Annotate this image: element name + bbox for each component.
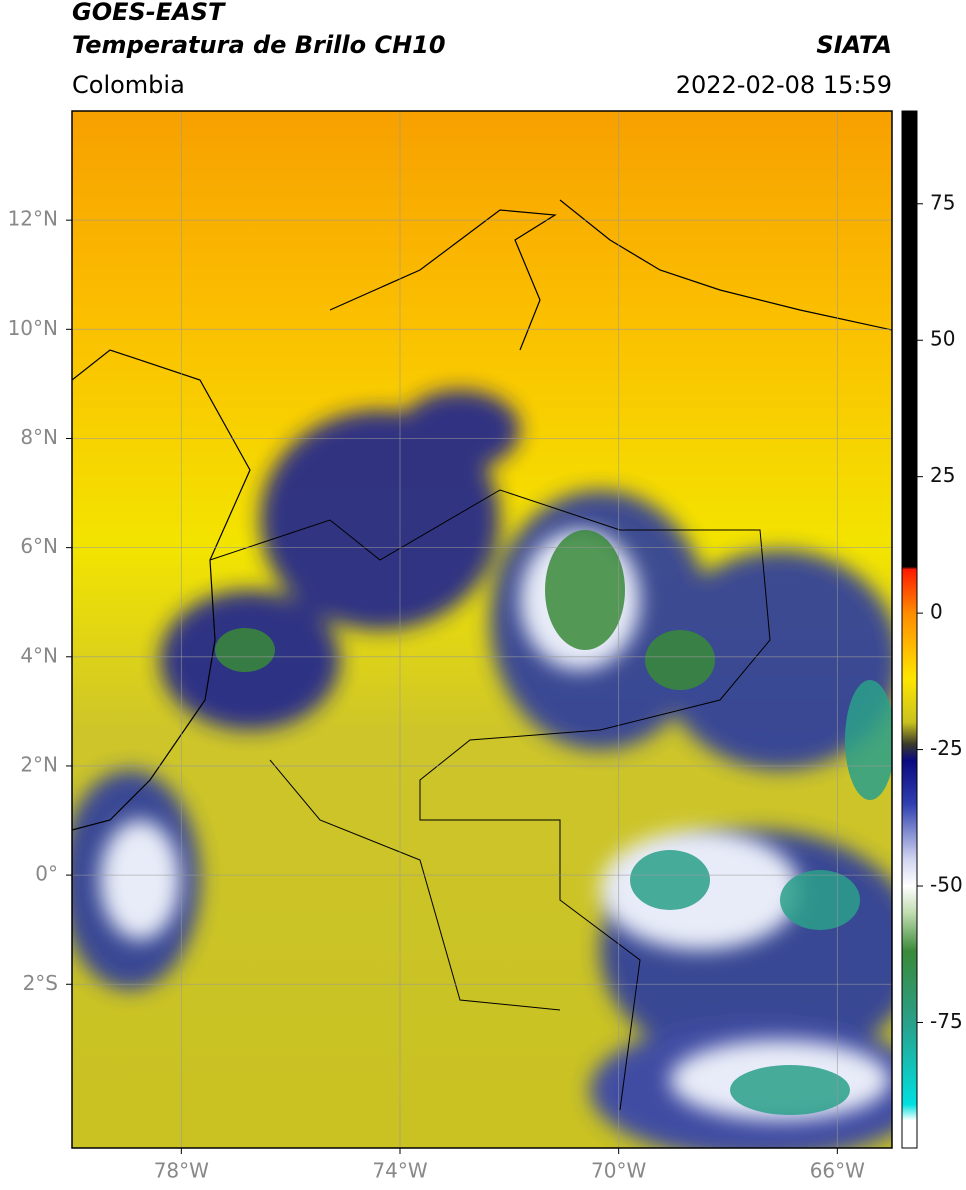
y-tick-label: 12°N <box>8 207 58 231</box>
y-tick-label: 2°S <box>23 971 58 995</box>
y-tick-label: 10°N <box>8 316 58 340</box>
colorbar-tick-label: -25 <box>930 736 963 760</box>
x-tick-label: 70°W <box>591 1159 646 1183</box>
x-tick-label: 74°W <box>372 1159 427 1183</box>
colorbar <box>901 110 918 1149</box>
colorbar-tick-label: -50 <box>930 873 963 897</box>
x-tick-label: 78°W <box>154 1159 209 1183</box>
title: GOES-EAST <box>72 0 226 26</box>
y-tick-label: 6°N <box>20 534 58 558</box>
colorbar-tick-label: 0 <box>930 600 943 624</box>
region: Colombia <box>72 71 185 99</box>
timestamp: 2022-02-08 15:59 <box>676 71 892 99</box>
map-frame <box>71 110 893 1149</box>
y-tick-label: 0° <box>35 862 58 886</box>
subtitle: Temperatura de Brillo CH10 <box>72 31 446 59</box>
satellite-image <box>72 111 892 1148</box>
colorbar-tick-label: 75 <box>930 190 955 214</box>
colorbar-tick-label: 25 <box>930 463 955 487</box>
y-tick-label: 4°N <box>20 643 58 667</box>
y-tick-label: 8°N <box>20 425 58 449</box>
y-tick-label: 2°N <box>20 752 58 776</box>
colorbar-tick-label: -75 <box>930 1009 963 1033</box>
source: SIATA <box>816 31 892 59</box>
colorbar-tick-label: 50 <box>930 327 955 351</box>
x-tick-label: 66°W <box>810 1159 865 1183</box>
